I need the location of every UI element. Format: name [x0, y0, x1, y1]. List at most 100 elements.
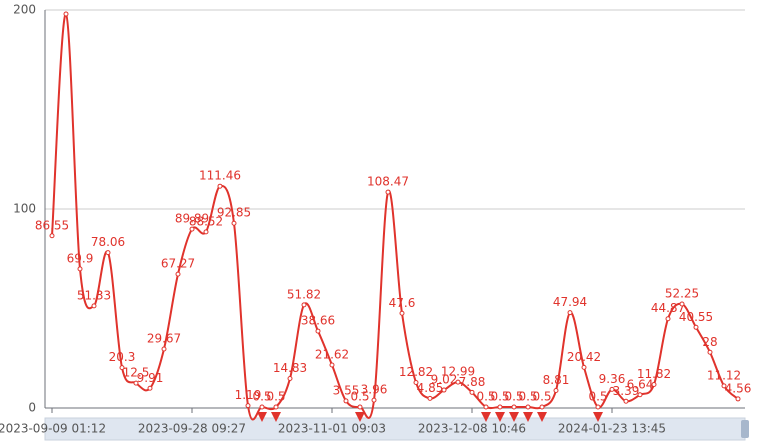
point: [371, 397, 377, 403]
data-label: 0.5: [504, 390, 523, 404]
data-label: 3.96: [361, 383, 388, 397]
point: [637, 392, 643, 398]
point: [651, 381, 657, 387]
point: [399, 310, 405, 316]
data-label: 0.5: [588, 390, 607, 404]
data-label: 38.66: [301, 314, 335, 328]
zoom-handle[interactable]: [741, 420, 749, 438]
data-label: 89.89: [175, 212, 209, 226]
point: [385, 189, 391, 195]
data-label: 86.55: [35, 218, 69, 232]
data-label: 1.19: [235, 388, 262, 402]
data-label: 14.83: [273, 361, 307, 375]
data-label: 44.87: [651, 301, 685, 315]
min-marker: [509, 412, 519, 422]
point: [413, 379, 419, 385]
data-label: 47.6: [389, 296, 416, 310]
point: [119, 365, 125, 371]
data-label: 12.82: [399, 365, 433, 379]
min-marker: [355, 412, 365, 422]
min-marker: [537, 412, 547, 422]
data-label: 28: [702, 335, 717, 349]
point: [287, 375, 293, 381]
y-tick-label: 200: [13, 3, 36, 17]
min-marker: [271, 412, 281, 422]
data-label: 0.5: [476, 390, 495, 404]
point: [511, 404, 517, 410]
data-label: 3.39: [613, 384, 640, 398]
point: [427, 395, 433, 401]
point: [525, 404, 531, 410]
point: [483, 404, 489, 410]
data-label: 108.47: [367, 175, 409, 189]
point: [147, 385, 153, 391]
data-label: 3.55: [333, 383, 360, 397]
data-label: 67.27: [161, 257, 195, 271]
data-label: 11.12: [707, 368, 741, 382]
data-label: 0.5: [518, 390, 537, 404]
min-marker: [481, 412, 491, 422]
data-label: 11.82: [637, 367, 671, 381]
point: [455, 379, 461, 385]
point: [133, 380, 139, 386]
data-label: 21.62: [315, 347, 349, 361]
data-label: 51.33: [77, 288, 111, 302]
data-label: 6.64: [627, 377, 654, 391]
data-label: 20.42: [567, 350, 601, 364]
point: [175, 271, 181, 277]
data-label: 4.85: [417, 381, 444, 395]
data-label: 7.88: [459, 375, 486, 389]
point: [679, 301, 685, 307]
data-label: 92.85: [217, 206, 251, 220]
min-marker: [257, 412, 267, 422]
data-label: 12.99: [441, 365, 475, 379]
point: [273, 404, 279, 410]
line: [51, 12, 739, 421]
data-label: 52.25: [665, 287, 699, 301]
data-label: 4.56: [725, 381, 752, 395]
data-label: 69.9: [67, 251, 94, 265]
data-label: 51.82: [287, 287, 321, 301]
point: [203, 229, 209, 235]
point: [553, 387, 559, 393]
data-label: 8.81: [543, 373, 570, 387]
data-label: 88.52: [189, 214, 223, 228]
point: [105, 250, 111, 256]
point: [581, 364, 587, 370]
point: [595, 404, 601, 410]
point: [77, 266, 83, 272]
x-tick-label: 2024-01-23 13:45: [558, 422, 666, 436]
point: [329, 362, 335, 368]
data-label: 9.36: [599, 372, 626, 386]
point: [609, 386, 615, 392]
point: [315, 328, 321, 334]
point: [63, 11, 69, 17]
x-tick-label: 2023-09-28 09:27: [138, 422, 246, 436]
point: [665, 316, 671, 322]
data-label: 20.3: [109, 350, 136, 364]
min-marker: [495, 412, 505, 422]
point: [161, 346, 167, 352]
point: [441, 387, 447, 393]
data-label: 0.5: [266, 390, 285, 404]
y-tick-label: 100: [13, 202, 36, 216]
data-label: 0.5: [252, 390, 271, 404]
point: [301, 302, 307, 308]
data-label: 0.5: [490, 390, 509, 404]
data-label: 111.46: [199, 169, 241, 183]
point: [91, 303, 97, 309]
point: [245, 403, 251, 409]
data-label: 47.94: [553, 295, 587, 309]
point: [497, 404, 503, 410]
y-tick-label: 0: [28, 401, 36, 415]
data-label: 9.02: [431, 373, 458, 387]
point: [623, 398, 629, 404]
point: [357, 404, 363, 410]
point: [49, 233, 55, 239]
min-marker: [593, 412, 603, 422]
point: [231, 220, 237, 226]
point: [693, 324, 699, 330]
point: [259, 404, 265, 410]
data-label: 40.55: [679, 310, 713, 324]
